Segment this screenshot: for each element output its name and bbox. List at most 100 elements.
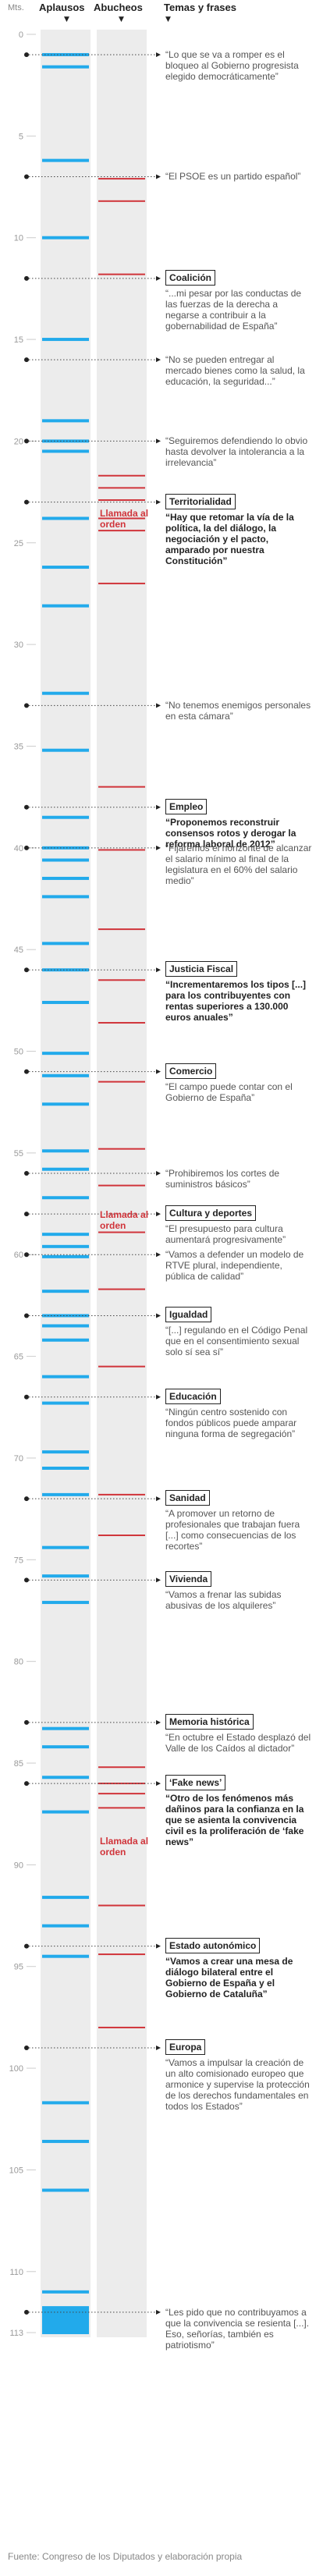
axis-tick-label: 65 xyxy=(14,1353,23,1362)
topic-quote: “El PSOE es un partido español” xyxy=(165,171,301,183)
topic-entry: “Lo que se va a romper es el bloqueo al … xyxy=(165,49,312,82)
boo-mark xyxy=(98,1148,145,1150)
axis-tick-label: 85 xyxy=(14,1759,23,1769)
axis-tick-label: 35 xyxy=(14,742,23,751)
topic-quote: “No tenemos enemigos personales en esta … xyxy=(165,700,311,722)
applause-mark xyxy=(42,1338,89,1342)
topic-pointer-arrow xyxy=(156,1170,161,1176)
boo-mark xyxy=(98,474,145,477)
applause-mark xyxy=(42,1314,89,1318)
applause-mark xyxy=(42,65,89,69)
boo-mark xyxy=(98,1231,145,1233)
applause-mark xyxy=(42,1776,89,1779)
applause-mark xyxy=(42,1254,89,1258)
topic-entry: “Prohibiremos los cortes de suministros … xyxy=(165,1168,312,1190)
axis-tick-label: 20 xyxy=(14,437,23,446)
topic-pointer-arrow xyxy=(156,1212,161,1217)
topic-entry: Sanidad “A promover un retorno de profesi… xyxy=(165,1490,312,1552)
applause-final-block xyxy=(42,2306,89,2333)
applause-mark xyxy=(42,449,89,453)
applause-mark xyxy=(42,1401,89,1405)
applause-mark xyxy=(42,691,89,695)
topic-title: Territorialidad xyxy=(165,493,236,509)
boo-mark xyxy=(98,1783,145,1785)
boo-mark xyxy=(98,582,145,584)
topic-marker-dot xyxy=(24,1719,29,1725)
topic-marker-dot xyxy=(24,804,29,810)
topic-marker-dot xyxy=(24,275,29,281)
topic-marker-dot xyxy=(24,1069,29,1074)
topic-title: Vivienda xyxy=(165,1571,212,1588)
boo-mark xyxy=(98,1022,145,1024)
applause-mark xyxy=(42,1233,89,1237)
boo-mark xyxy=(98,530,145,532)
applause-mark xyxy=(42,968,89,972)
applause-mark xyxy=(42,1073,89,1077)
topic-quote: “...mi pesar por las conductas de las fu… xyxy=(165,287,302,332)
topic-marker-dot xyxy=(24,1394,29,1400)
applause-mark xyxy=(42,1450,89,1454)
boo-mark xyxy=(98,1288,145,1290)
topic-marker-dot xyxy=(24,1212,29,1217)
topic-marker-dot xyxy=(24,703,29,708)
topic-entry: Coalición “...mi pesar por las conductas … xyxy=(165,269,312,332)
topic-marker-dot xyxy=(24,967,29,973)
axis-tick-label: 0 xyxy=(19,30,23,40)
applause-mark xyxy=(42,1196,89,1200)
boos-column-bg xyxy=(97,30,147,2337)
applause-mark xyxy=(42,1290,89,1293)
source-note: Fuente: Congreso de los Diputados y elab… xyxy=(8,2551,243,2562)
topic-marker-dot xyxy=(24,1252,29,1258)
topic-pointer-arrow xyxy=(156,845,161,850)
topic-entry: Educación “Ningún centro sostenido con fo… xyxy=(165,1388,312,1439)
boo-mark xyxy=(98,200,145,202)
axis-tick-label: 70 xyxy=(14,1454,23,1464)
topic-quote: “Proponemos reconstruir consensos rotos … xyxy=(165,816,296,850)
applause-mark xyxy=(42,815,89,819)
applause-mark xyxy=(42,1375,89,1378)
topic-quote: “Ningún centro sostenido con fondos públ… xyxy=(165,1406,297,1439)
applause-mark xyxy=(42,1102,89,1106)
boo-mark xyxy=(98,499,145,502)
call-to-order-label: Llamada al orden xyxy=(100,1209,149,1232)
applause-mark xyxy=(42,1574,89,1578)
topic-marker-dot xyxy=(24,1170,29,1176)
topic-marker-dot xyxy=(24,1313,29,1318)
topic-pointer-arrow xyxy=(156,2046,161,2051)
topic-marker-dot xyxy=(24,2046,29,2051)
topic-pointer-arrow xyxy=(156,2309,161,2315)
axis-tick-label: 45 xyxy=(14,946,23,955)
topic-marker-dot xyxy=(24,438,29,444)
axis-tick-label: 113 xyxy=(9,2329,23,2338)
topic-quote: “Prohibiremos los cortes de suministros … xyxy=(165,1167,280,1190)
axis-tick-label: 75 xyxy=(14,1556,23,1565)
topic-pointer-arrow xyxy=(156,1577,161,1583)
topic-quote: “Les pido que no contribuyamos a que la … xyxy=(165,2306,310,2351)
boo-mark xyxy=(98,979,145,981)
call-to-order-label: Llamada al orden xyxy=(100,1836,149,1858)
topic-pointer-arrow xyxy=(156,1943,161,1949)
applause-mark xyxy=(42,419,89,423)
topic-pointer-arrow xyxy=(156,357,161,363)
topic-entry: Estado autonómico “Vamos a crear una mesa… xyxy=(165,1937,312,1999)
applause-mark xyxy=(42,53,89,57)
axis-tick-label: 5 xyxy=(19,132,23,141)
topic-title: Estado autonómico xyxy=(165,1937,261,1953)
applause-header: Aplausos xyxy=(39,2,85,13)
boo-mark xyxy=(98,1080,145,1083)
topic-entry: “El PSOE es un partido español” xyxy=(165,171,312,182)
applause-mark xyxy=(42,942,89,946)
topic-entry: “Les pido que no contribuyamos a que la … xyxy=(165,2307,312,2351)
applause-mark xyxy=(42,338,89,342)
boo-mark xyxy=(98,1953,145,1956)
axis-tick-label: 105 xyxy=(9,2166,23,2175)
boo-mark xyxy=(98,1365,145,1368)
boo-mark xyxy=(98,1184,145,1187)
topic-marker-dot xyxy=(24,174,29,179)
minutes-axis-label: Mts. xyxy=(8,3,24,12)
topic-quote: “Seguiremos defendiendo lo obvio hasta d… xyxy=(165,435,308,469)
topic-pointer-arrow xyxy=(156,52,161,58)
topic-quote: “Vamos a frenar las subidas abusivas de … xyxy=(165,1589,282,1612)
applause-mark xyxy=(42,1466,89,1470)
topic-entry: Memoria histórica “En octubre el Estado d… xyxy=(165,1713,312,1754)
